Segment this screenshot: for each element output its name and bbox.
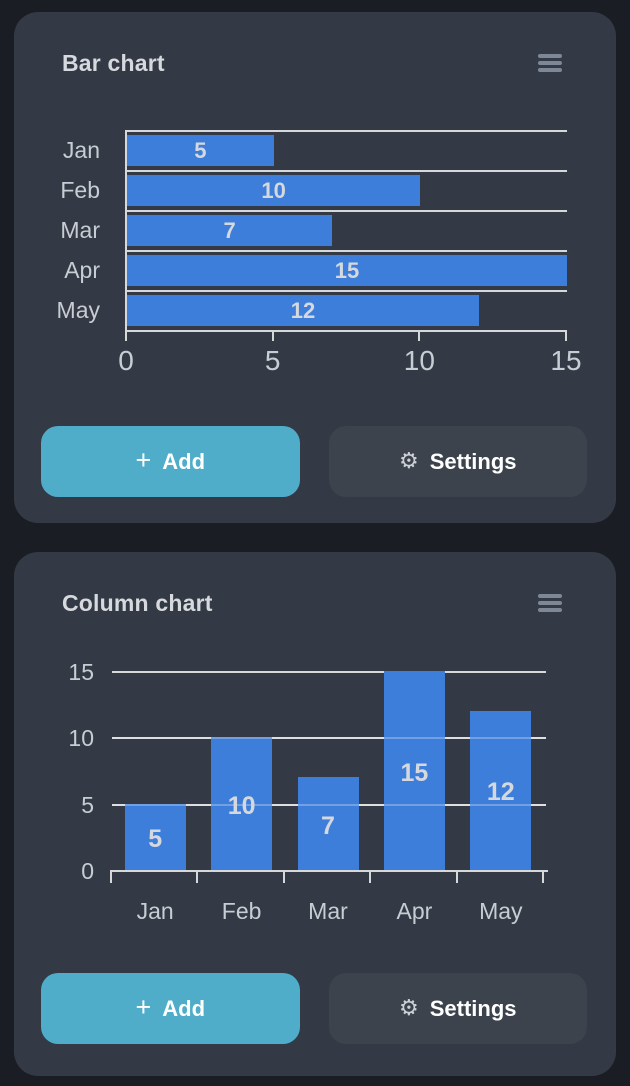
card-header: Bar chart: [62, 48, 562, 78]
bar-jan: [127, 135, 274, 166]
x-tick-label: 0: [118, 345, 134, 376]
bar-mar: [297, 777, 359, 870]
plus-icon: +: [135, 445, 152, 475]
add-button-label: Add: [162, 448, 206, 474]
add-button[interactable]: + Add: [41, 973, 300, 1044]
bar-feb: [127, 175, 421, 206]
bar-value-label: 10: [261, 178, 286, 203]
x-tick: [282, 872, 285, 883]
y-tick-label: 0: [81, 858, 94, 884]
category-label: Mar: [308, 898, 348, 924]
category-label: May: [479, 898, 523, 924]
gridline: [125, 170, 567, 172]
bar-value-label: 15: [334, 258, 360, 283]
gridline: [125, 130, 567, 132]
settings-button-label: Settings: [429, 448, 517, 474]
gridline: [112, 671, 546, 673]
x-tick: [369, 872, 372, 883]
bar-chart-card: Bar chart Jan 5 Feb 10 Mar 7 Apr 15 May 12 0 5 10 15 …: [14, 12, 616, 523]
hamburger-menu-icon[interactable]: [538, 594, 562, 612]
bar-may: [127, 295, 479, 326]
bar-value-label: 5: [194, 138, 207, 163]
category-label: Jan: [62, 137, 100, 163]
x-tick: [196, 872, 199, 883]
card-actions: + Add ⚙ Settings: [41, 973, 587, 1044]
x-tick: [542, 872, 544, 883]
x-axis-line: [110, 870, 548, 872]
card-title: Column chart: [62, 589, 213, 616]
x-tick: [271, 332, 274, 341]
gridline: [112, 737, 546, 740]
column-value-label: 7: [321, 811, 335, 840]
y-tick-label: 10: [68, 725, 94, 752]
x-tick-label: 5: [264, 345, 281, 376]
card-actions: + Add ⚙ Settings: [41, 426, 587, 497]
gridline: [125, 330, 567, 332]
gear-icon: ⚙: [398, 447, 419, 473]
x-tick: [110, 872, 112, 883]
x-tick: [418, 332, 421, 341]
gear-icon: ⚙: [398, 994, 419, 1020]
add-button-label: Add: [162, 995, 206, 1021]
gridline: [125, 210, 567, 212]
settings-button[interactable]: ⚙ Settings: [328, 426, 587, 497]
x-tick: [455, 872, 458, 883]
column-value-label: 10: [227, 791, 256, 820]
gridline-overlay: [112, 803, 546, 806]
column-value-label: 5: [148, 824, 163, 853]
bar-feb: [211, 737, 273, 870]
bar-mar: [127, 215, 333, 246]
y-tick-label: 15: [68, 659, 94, 685]
bar-value-label: 12: [290, 298, 316, 323]
bar-apr: [383, 671, 445, 870]
category-label: Mar: [60, 217, 100, 243]
settings-button-label: Settings: [429, 995, 517, 1021]
add-button[interactable]: + Add: [41, 426, 300, 497]
category-label: Feb: [221, 898, 262, 924]
card-header: Column chart: [62, 588, 562, 618]
bar-jan: [124, 803, 186, 870]
bar-may: [470, 710, 532, 870]
plus-icon: +: [135, 992, 152, 1022]
category-label: May: [56, 297, 100, 323]
column-chart-card: Column chart 0 5 10 15 5 10 7 15 12 Jan Feb Mar Apr M…: [14, 552, 616, 1076]
card-title: Bar chart: [62, 49, 165, 76]
column-value-label: 12: [486, 778, 515, 807]
hamburger-menu-icon[interactable]: [538, 54, 562, 72]
column-value-label: 15: [400, 758, 429, 787]
category-label: Apr: [64, 257, 100, 283]
vertical-column-chart: 0 5 10 15 5 10 7 15 12 Jan Feb Mar Apr May: [14, 659, 616, 933]
x-tick-label: 15: [550, 345, 582, 376]
x-tick: [125, 332, 127, 341]
gridline: [125, 250, 567, 252]
y-axis-line: [125, 130, 127, 332]
horizontal-bar-chart: Jan 5 Feb 10 Mar 7 Apr 15 May 12 0 5 10 15: [14, 130, 616, 390]
x-tick-label: 10: [403, 345, 435, 376]
settings-button[interactable]: ⚙ Settings: [328, 973, 587, 1044]
bar-apr: [127, 255, 567, 286]
bar-value-label: 7: [223, 218, 236, 243]
gridline: [125, 290, 567, 292]
category-label: Apr: [396, 898, 433, 924]
gridline-overlay: [112, 737, 546, 740]
category-label: Jan: [136, 898, 174, 924]
y-tick-label: 5: [81, 791, 94, 818]
x-tick: [565, 332, 567, 341]
category-label: Feb: [60, 177, 100, 203]
